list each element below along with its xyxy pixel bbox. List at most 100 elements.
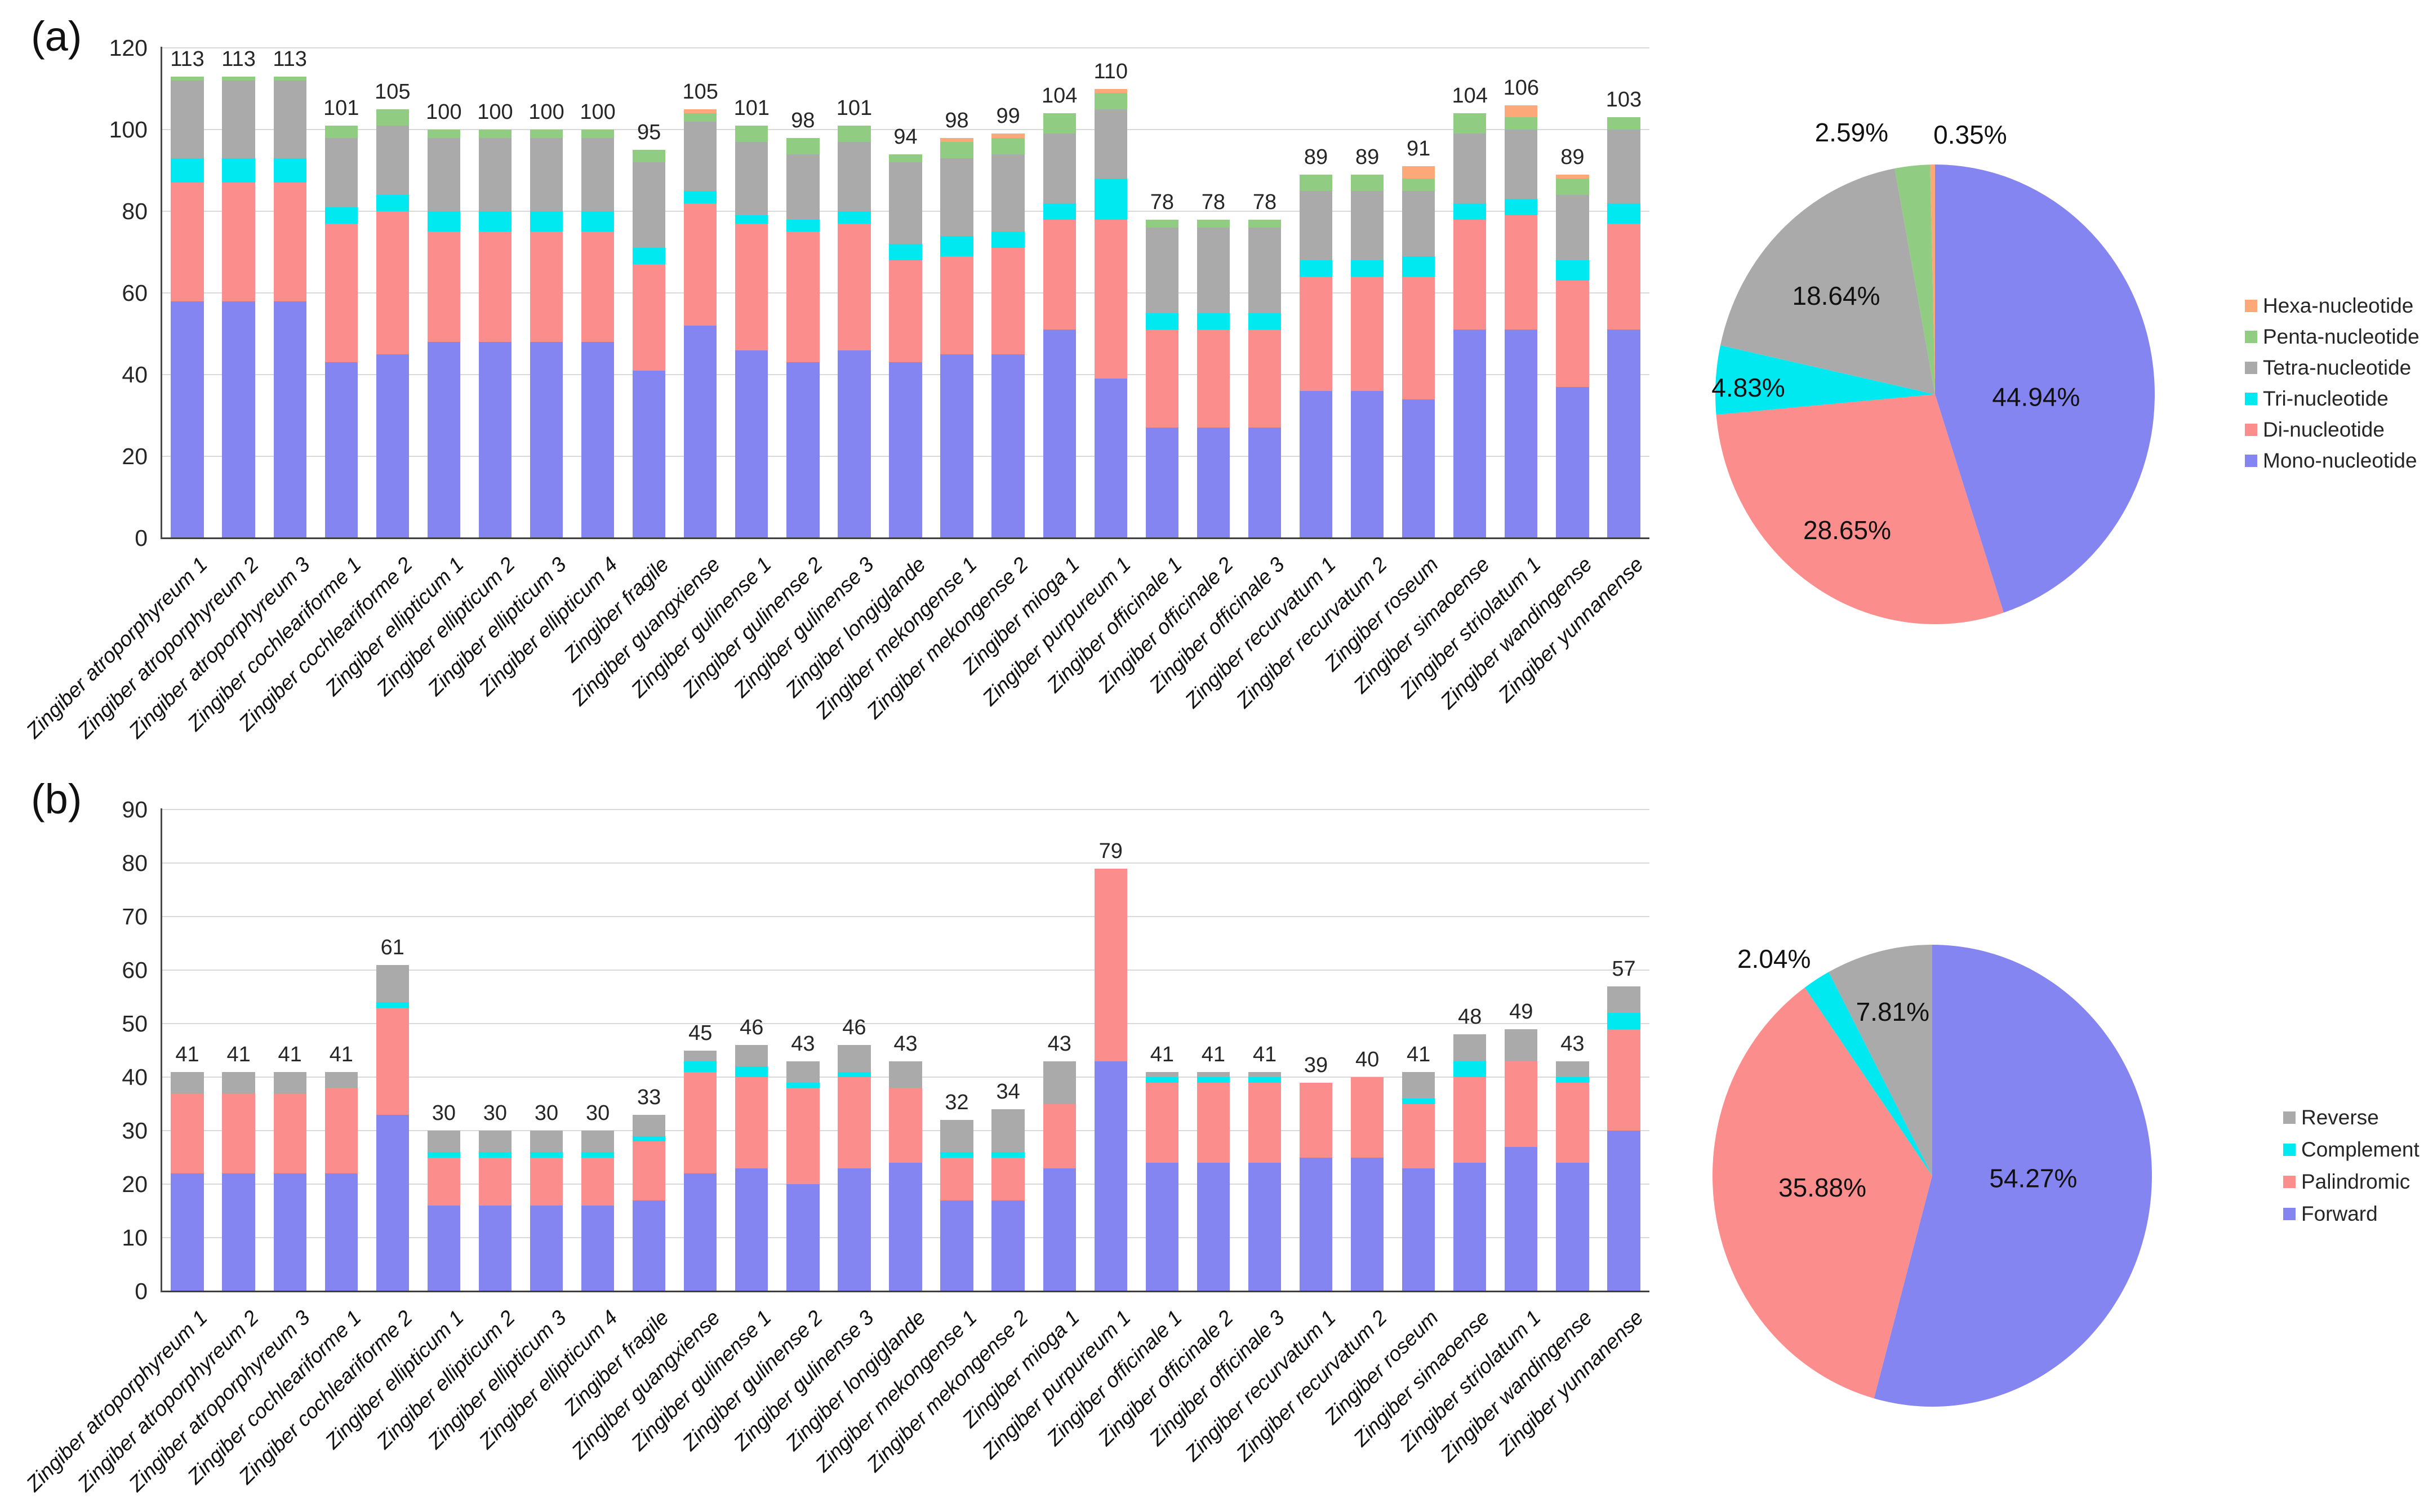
bar-segment-reverse	[838, 1045, 871, 1072]
bar-segment-forward	[1094, 1061, 1127, 1291]
bar-total-label: 104	[1452, 84, 1488, 108]
pie-percent-label: 7.81%	[1856, 997, 1929, 1026]
bar-segment-di-nucleotide	[1453, 219, 1487, 330]
bar-total-label: 41	[1201, 1042, 1226, 1066]
bar-segment-palindromic	[222, 1093, 255, 1173]
bar-segment-complement	[633, 1136, 666, 1141]
bar-segment-tetra-nucleotide	[1402, 190, 1435, 256]
bar-total-label: 41	[226, 1042, 251, 1066]
bar-segment-forward	[1453, 1163, 1487, 1291]
legend-label: Di-nucleotide	[2263, 418, 2385, 441]
bar-segment-complement	[478, 1152, 512, 1158]
bar-segment-forward	[478, 1206, 512, 1291]
bar-segment-penta-nucleotide	[1607, 117, 1640, 130]
penta-nucleotide-swatch-icon	[2245, 331, 2257, 343]
bar-segment-complement	[1197, 1077, 1230, 1083]
bar-segment-penta-nucleotide	[1197, 219, 1230, 228]
bar-segment-mono-nucleotide	[1556, 386, 1589, 538]
legend-item: Hexa-nucleotide	[2245, 294, 2413, 318]
bar-segment-mono-nucleotide	[1043, 330, 1076, 538]
bar-segment-palindromic	[1197, 1082, 1230, 1163]
bar-segment-forward	[171, 1173, 204, 1291]
bar-segment-penta-nucleotide	[478, 130, 512, 138]
bar-segment-complement	[1145, 1077, 1178, 1083]
bar-segment-reverse	[633, 1114, 666, 1136]
bar-segment-tetra-nucleotide	[1043, 134, 1076, 203]
bar-segment-palindromic	[1556, 1082, 1589, 1163]
bar-segment-tri-nucleotide	[633, 248, 666, 265]
bar-segment-tetra-nucleotide	[786, 154, 820, 220]
bar-segment-penta-nucleotide	[786, 137, 820, 154]
bar-segment-forward	[786, 1184, 820, 1291]
bar-segment-palindromic	[1350, 1077, 1384, 1158]
bar-segment-tetra-nucleotide	[735, 141, 768, 216]
bar-segment-tetra-nucleotide	[1145, 228, 1178, 314]
bar-total-label: 78	[1201, 190, 1226, 214]
pie-slice-forward	[1874, 945, 2152, 1407]
bar-segment-penta-nucleotide	[991, 137, 1025, 154]
pie-percent-label: 18.64%	[1792, 281, 1880, 310]
bar-segment-complement	[581, 1152, 615, 1158]
complement-swatch-icon	[2283, 1144, 2296, 1156]
bar-segment-mono-nucleotide	[684, 326, 717, 538]
bar-segment-reverse	[1607, 986, 1640, 1013]
bar-segment-forward	[684, 1173, 717, 1291]
bar-segment-tetra-nucleotide	[324, 137, 358, 207]
y-tick-label: 40	[122, 362, 148, 388]
bar-segment-tri-nucleotide	[1453, 203, 1487, 220]
bar-segment-forward	[222, 1173, 255, 1291]
bar-segment-tri-nucleotide	[1197, 313, 1230, 330]
bar-segment-tetra-nucleotide	[991, 154, 1025, 232]
bar-total-label: 105	[682, 79, 718, 104]
bar-segment-palindromic	[273, 1093, 306, 1173]
bar-segment-hexa-nucleotide	[1505, 105, 1538, 118]
pie-slice-hexa-nucleotide	[1930, 164, 1935, 394]
bar-segment-di-nucleotide	[222, 183, 255, 301]
bar-segment-forward	[1505, 1146, 1538, 1291]
bar-segment-forward	[1197, 1163, 1230, 1291]
bar-segment-tri-nucleotide	[889, 244, 922, 260]
bar-segment-di-nucleotide	[1350, 277, 1384, 391]
legend-label: Forward	[2301, 1202, 2378, 1225]
bar-segment-tetra-nucleotide	[838, 141, 871, 211]
bar-segment-tri-nucleotide	[1094, 179, 1127, 220]
bar-total-label: 79	[1098, 839, 1123, 863]
bar-segment-forward	[838, 1168, 871, 1291]
bar-segment-forward	[991, 1200, 1025, 1291]
bar-segment-forward	[889, 1163, 922, 1291]
bar-segment-penta-nucleotide	[324, 125, 358, 138]
bar-segment-tetra-nucleotide	[478, 137, 512, 211]
pie-slice-reverse	[1829, 945, 1932, 1176]
bar-segment-palindromic	[889, 1088, 922, 1163]
tri-nucleotide-swatch-icon	[2245, 393, 2257, 405]
bar-segment-tetra-nucleotide	[684, 121, 717, 191]
bar-segment-palindromic	[427, 1157, 461, 1206]
bar-total-label: 99	[996, 104, 1020, 128]
y-tick-label: 10	[122, 1225, 148, 1251]
bar-segment-penta-nucleotide	[530, 130, 563, 138]
legend-item: Tri-nucleotide	[2245, 387, 2389, 411]
bar-segment-tetra-nucleotide	[376, 125, 409, 195]
bar-segment-palindromic	[991, 1157, 1025, 1200]
bar-total-label: 41	[1150, 1042, 1174, 1066]
bar-segment-reverse	[889, 1061, 922, 1088]
bar-segment-reverse	[222, 1071, 255, 1093]
bar-segment-forward	[1556, 1163, 1589, 1291]
legend-label: Palindromic	[2301, 1170, 2410, 1193]
di-nucleotide-swatch-icon	[2245, 424, 2257, 436]
bar-segment-complement	[1607, 1013, 1640, 1029]
bar-segment-tetra-nucleotide	[1197, 228, 1230, 314]
bar-segment-complement	[838, 1071, 871, 1077]
bar-segment-complement	[684, 1061, 717, 1072]
legend-item: Palindromic	[2283, 1170, 2410, 1194]
bar-segment-penta-nucleotide	[376, 109, 409, 126]
bar-total-label: 101	[323, 96, 359, 120]
bar-total-label: 103	[1605, 88, 1642, 112]
y-tick-label: 20	[122, 1171, 148, 1197]
bar-total-label: 110	[1093, 59, 1128, 83]
bar-segment-mono-nucleotide	[1094, 379, 1127, 538]
bar-segment-complement	[530, 1152, 563, 1158]
y-tick-label: 30	[122, 1118, 148, 1144]
bar-segment-forward	[633, 1200, 666, 1291]
bar-segment-forward	[273, 1173, 306, 1291]
